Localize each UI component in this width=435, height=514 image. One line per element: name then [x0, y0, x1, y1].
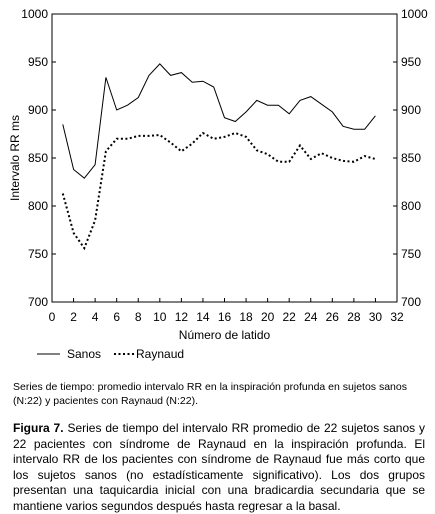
y-tick-label-right: 750 [401, 247, 421, 261]
x-tick-label: 30 [369, 310, 383, 324]
y-tick-label-left: 950 [28, 55, 48, 69]
y-tick-label-left: 850 [28, 151, 48, 165]
x-tick-label: 20 [261, 310, 275, 324]
series-line-raynaud [61, 131, 376, 251]
x-tick-label: 16 [218, 310, 232, 324]
y-tick-label-left: 800 [28, 199, 48, 213]
y-tick-label-left: 900 [28, 103, 48, 117]
x-tick-label: 32 [390, 310, 404, 324]
chart-caption: Series de tiempo: promedio intervalo RR … [13, 381, 407, 407]
series-line-sanos [62, 63, 376, 179]
y-tick-label-right: 700 [401, 295, 421, 309]
plot-frame [51, 13, 398, 303]
figure-caption-text: Series de tiempo del intervalo RR promed… [13, 421, 425, 513]
legend: Sanos Raynaud [37, 347, 184, 361]
rr-interval-chart: 0 2 4 6 8 10 12 14 16 18 20 22 24 26 28 30 32 7007508008… [8, 7, 428, 361]
y-tick-label-right: 850 [401, 151, 421, 165]
figure-label: Figura 7. [13, 421, 64, 435]
y-tick-label-right: 800 [401, 199, 421, 213]
x-tick-label: 28 [347, 310, 361, 324]
x-tick-label: 6 [113, 310, 120, 324]
x-tick-label: 8 [135, 310, 142, 324]
x-tick-label: 26 [326, 310, 340, 324]
x-tick-label: 2 [70, 310, 77, 324]
x-tick-label: 0 [49, 310, 56, 324]
y-tick-label-right: 950 [401, 55, 421, 69]
x-axis-ticks: 0 2 4 6 8 10 12 14 16 18 20 22 24 26 28 30 32 [49, 298, 404, 324]
x-tick-label: 22 [283, 310, 297, 324]
x-tick-label: 24 [304, 310, 318, 324]
y-axis-label: Intervalo RR ms [8, 115, 22, 201]
y-tick-label-right: 1000 [401, 7, 428, 21]
legend-label-sanos: Sanos [67, 347, 101, 361]
x-tick-label: 18 [239, 310, 253, 324]
y-tick-label-right: 900 [401, 103, 421, 117]
y-tick-label-left: 1000 [21, 7, 48, 21]
legend-label-raynaud: Raynaud [136, 347, 184, 361]
x-tick-label: 10 [153, 310, 167, 324]
y-axis-right-ticks: 700 750 800 850 900 950 1000 [393, 7, 428, 309]
y-tick-label-left: 750 [28, 247, 48, 261]
x-tick-label: 12 [175, 310, 189, 324]
series-lines [61, 63, 376, 251]
x-axis-label: Número de latido [179, 328, 271, 342]
y-axis-left-ticks: 700 750 800 850 900 950 1000 [21, 7, 56, 309]
figure-caption: Figura 7. Series de tiempo del intervalo… [13, 421, 425, 514]
x-tick-label: 14 [196, 310, 210, 324]
y-tick-label-left: 700 [28, 295, 48, 309]
x-tick-label: 4 [92, 310, 99, 324]
